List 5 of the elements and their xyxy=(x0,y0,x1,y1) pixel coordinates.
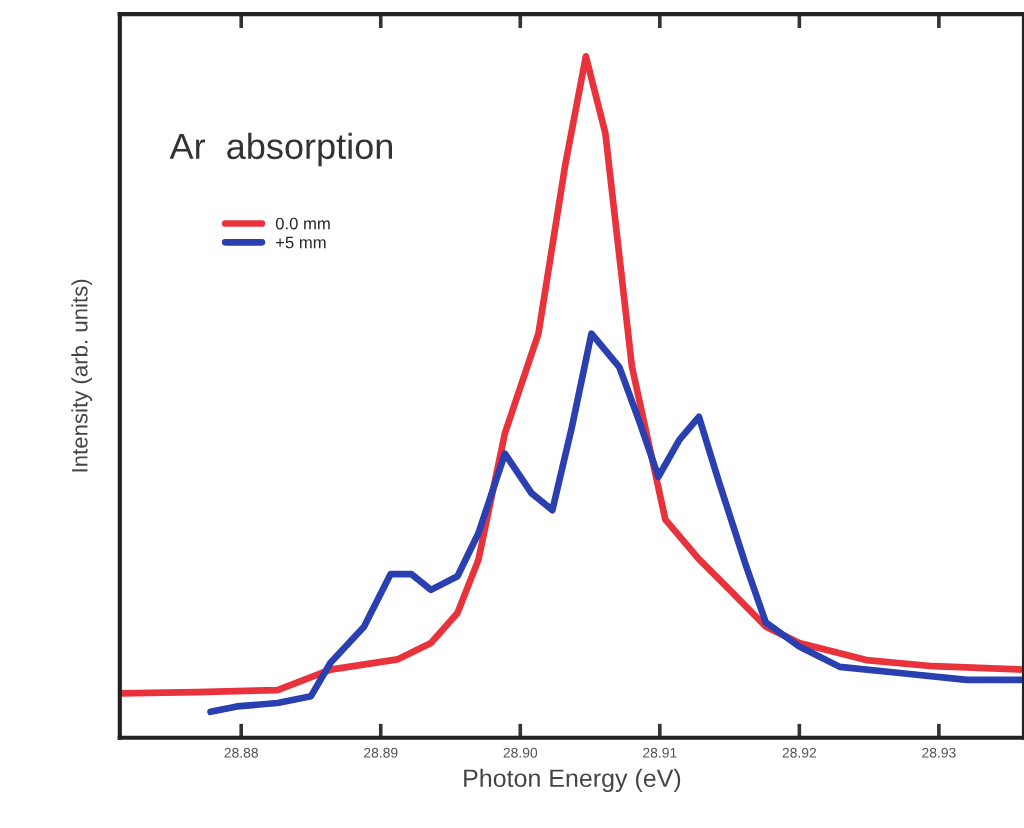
legend-label: 0.0 mm xyxy=(275,217,330,230)
y-axis-title: Intensity (arb. units) xyxy=(71,279,93,472)
annotation: Ar absorption xyxy=(169,132,393,167)
x-axis-title: Photon Energy (eV) xyxy=(464,768,681,793)
legend-label: +5 mm xyxy=(276,236,326,249)
